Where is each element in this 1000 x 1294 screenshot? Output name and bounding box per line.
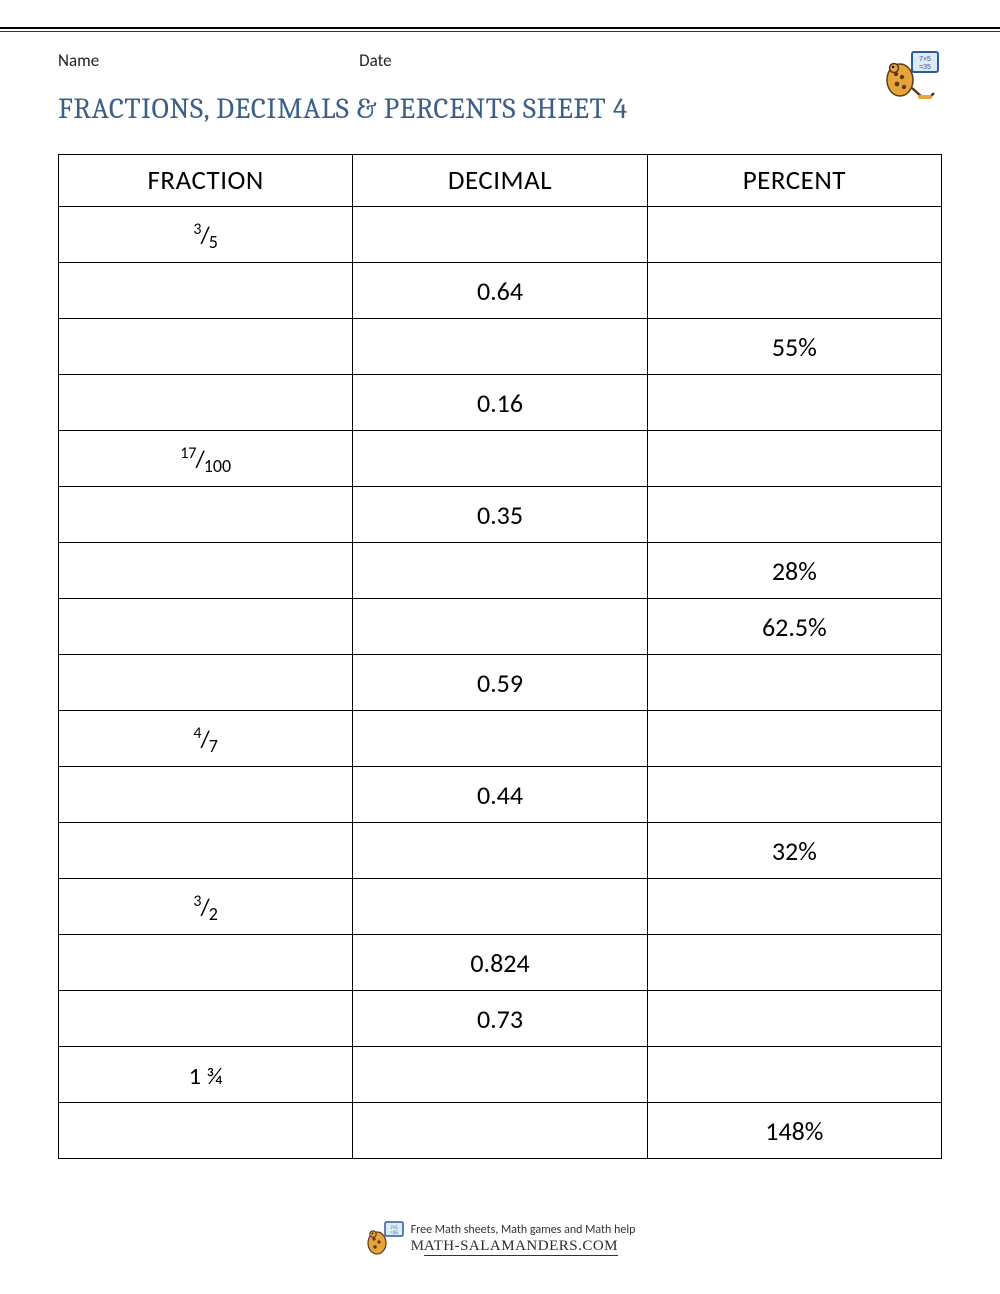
cell-percent bbox=[647, 1047, 941, 1103]
cell-percent bbox=[647, 263, 941, 319]
table-row: 0.73 bbox=[59, 991, 942, 1047]
cell-fraction: 4/7 bbox=[59, 711, 353, 767]
table-row: 28% bbox=[59, 543, 942, 599]
cell-fraction: 17/100 bbox=[59, 431, 353, 487]
cell-percent bbox=[647, 935, 941, 991]
table-row: 3/5 bbox=[59, 207, 942, 263]
table-row: 0.59 bbox=[59, 655, 942, 711]
cell-decimal bbox=[353, 207, 647, 263]
cell-decimal: 0.59 bbox=[353, 655, 647, 711]
date-label: Date bbox=[359, 50, 391, 71]
cell-percent: 55% bbox=[647, 319, 941, 375]
svg-text:=35: =35 bbox=[390, 1230, 398, 1236]
table-row: 0.64 bbox=[59, 263, 942, 319]
cell-percent bbox=[647, 879, 941, 935]
svg-text:=35: =35 bbox=[919, 64, 931, 71]
table-row: 148% bbox=[59, 1103, 942, 1159]
name-label: Name bbox=[58, 50, 99, 71]
col-decimal: DECIMAL bbox=[353, 155, 647, 207]
worksheet-page: Name Date FRACTIONS, DECIMALS & PERCENTS… bbox=[58, 50, 942, 1159]
cell-decimal: 0.64 bbox=[353, 263, 647, 319]
table-row: 17/100 bbox=[59, 431, 942, 487]
cell-fraction bbox=[59, 1103, 353, 1159]
footer-tagline: Free Math sheets, Math games and Math he… bbox=[411, 1223, 636, 1237]
cell-fraction bbox=[59, 991, 353, 1047]
cell-fraction bbox=[59, 935, 353, 991]
cell-percent: 62.5% bbox=[647, 599, 941, 655]
worksheet-title: FRACTIONS, DECIMALS & PERCENTS SHEET 4 bbox=[58, 93, 942, 126]
table-row: 0.824 bbox=[59, 935, 942, 991]
cell-fraction bbox=[59, 319, 353, 375]
cell-fraction bbox=[59, 263, 353, 319]
cell-fraction bbox=[59, 543, 353, 599]
meta-row: Name Date bbox=[58, 50, 942, 71]
table-row: 0.44 bbox=[59, 767, 942, 823]
table-row: 1 ¾ bbox=[59, 1047, 942, 1103]
cell-decimal bbox=[353, 711, 647, 767]
cell-fraction: 1 ¾ bbox=[59, 1047, 353, 1103]
cell-decimal: 0.44 bbox=[353, 767, 647, 823]
salamander-footer-icon: 7×5 =35 bbox=[365, 1221, 405, 1257]
cell-decimal: 0.35 bbox=[353, 487, 647, 543]
cell-fraction: 3/2 bbox=[59, 879, 353, 935]
col-fraction: FRACTION bbox=[59, 155, 353, 207]
cell-decimal: 0.16 bbox=[353, 375, 647, 431]
cell-percent bbox=[647, 207, 941, 263]
cell-percent bbox=[647, 431, 941, 487]
table-row: 4/7 bbox=[59, 711, 942, 767]
cell-fraction bbox=[59, 599, 353, 655]
cell-decimal: 0.824 bbox=[353, 935, 647, 991]
cell-percent: 28% bbox=[647, 543, 941, 599]
cell-percent bbox=[647, 991, 941, 1047]
cell-fraction bbox=[59, 375, 353, 431]
cell-decimal: 0.73 bbox=[353, 991, 647, 1047]
col-percent: PERCENT bbox=[647, 155, 941, 207]
footer: 7×5 =35 Free Math sheets, Math games and… bbox=[0, 1221, 1000, 1262]
cell-percent bbox=[647, 655, 941, 711]
cell-percent bbox=[647, 711, 941, 767]
cell-decimal bbox=[353, 319, 647, 375]
cell-decimal bbox=[353, 599, 647, 655]
cell-fraction bbox=[59, 487, 353, 543]
cell-fraction bbox=[59, 823, 353, 879]
cell-decimal bbox=[353, 823, 647, 879]
cell-fraction: 3/5 bbox=[59, 207, 353, 263]
svg-text:7×5: 7×5 bbox=[919, 56, 931, 63]
cell-percent bbox=[647, 767, 941, 823]
worksheet-table: FRACTION DECIMAL PERCENT 3/50.6455%0.161… bbox=[58, 154, 942, 1159]
cell-decimal bbox=[353, 1103, 647, 1159]
table-row: 55% bbox=[59, 319, 942, 375]
cell-percent bbox=[647, 487, 941, 543]
footer-text: Free Math sheets, Math games and Math he… bbox=[411, 1223, 636, 1255]
page-rule-top bbox=[0, 27, 1000, 29]
table-row: 32% bbox=[59, 823, 942, 879]
salamander-logo-icon: 7×5 =35 bbox=[882, 50, 942, 102]
cell-decimal bbox=[353, 543, 647, 599]
cell-decimal bbox=[353, 879, 647, 935]
cell-fraction bbox=[59, 655, 353, 711]
table-row: 62.5% bbox=[59, 599, 942, 655]
footer-brand: ATH-SALAMANDERS.COM bbox=[424, 1238, 618, 1256]
cell-percent: 32% bbox=[647, 823, 941, 879]
table-row: 0.16 bbox=[59, 375, 942, 431]
table-row: 0.35 bbox=[59, 487, 942, 543]
cell-percent bbox=[647, 375, 941, 431]
page-rule-top-thin bbox=[0, 31, 1000, 32]
table-row: 3/2 bbox=[59, 879, 942, 935]
cell-fraction bbox=[59, 767, 353, 823]
cell-decimal bbox=[353, 431, 647, 487]
table-header-row: FRACTION DECIMAL PERCENT bbox=[59, 155, 942, 207]
cell-decimal bbox=[353, 1047, 647, 1103]
cell-percent: 148% bbox=[647, 1103, 941, 1159]
